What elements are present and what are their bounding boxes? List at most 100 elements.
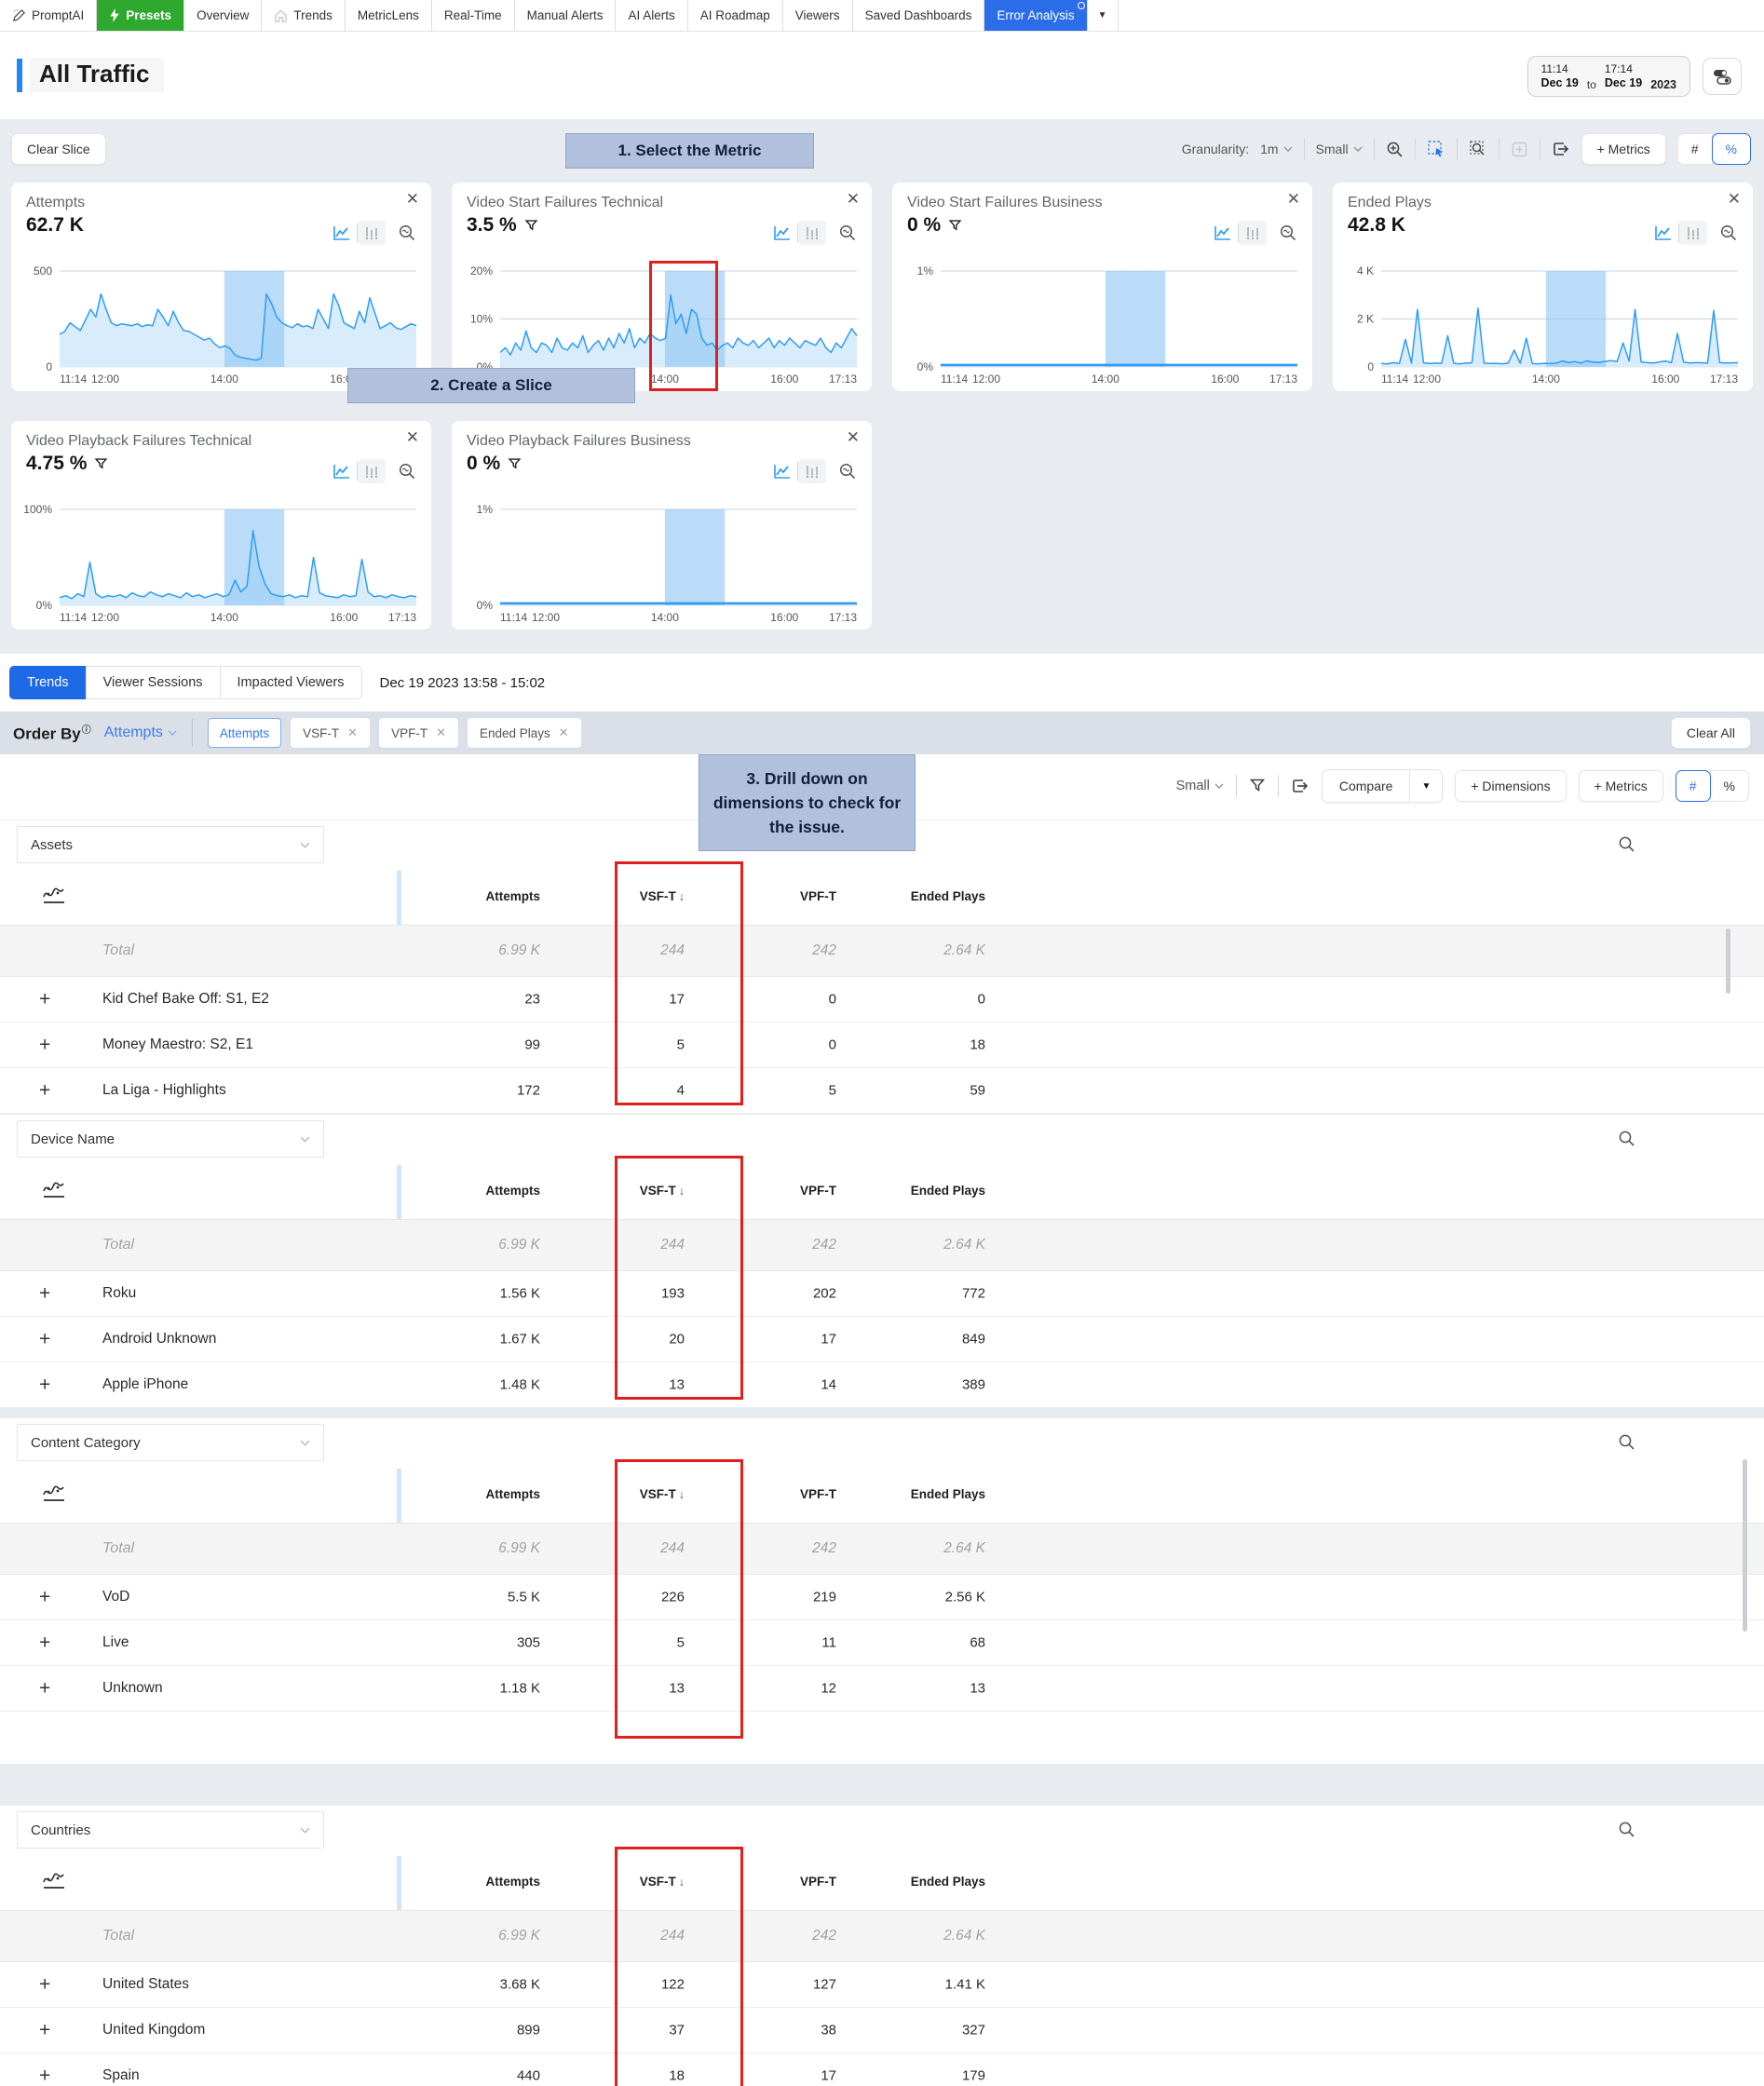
scrollbar-thumb[interactable] (1726, 928, 1730, 994)
nav-tab-promptai[interactable]: PromptAI (0, 0, 98, 31)
table-row-spain[interactable]: + Spain 440 18 17 179 (0, 2053, 1764, 2086)
line-chart-icon[interactable] (1208, 221, 1238, 245)
filter-icon[interactable] (1249, 778, 1266, 794)
zoom-metric-icon[interactable] (392, 220, 422, 246)
trend-lines-icon[interactable] (41, 1178, 67, 1205)
column-header-vsf-t[interactable]: VSF-T ↓ (639, 1184, 685, 1198)
settings-toggles-button[interactable] (1703, 58, 1742, 95)
dimension-select[interactable]: Assets (17, 826, 324, 863)
column-header-ended-plays[interactable]: Ended Plays (910, 1487, 985, 1501)
table-row-vod[interactable]: + VoD 5.5 K 226 219 2.56 K (0, 1575, 1764, 1620)
column-header-ended-plays[interactable]: Ended Plays (910, 1184, 985, 1198)
compare-button[interactable]: Compare ▼ (1321, 769, 1444, 803)
metric-chip-vsf-t[interactable]: VSF-T ✕ (291, 718, 371, 748)
table-row-android-unknown[interactable]: + Android Unknown 1.67 K 20 17 849 (0, 1317, 1764, 1362)
column-header-attempts[interactable]: Attempts (485, 1487, 540, 1501)
bar-chart-icon[interactable] (798, 459, 826, 483)
view-tab-trends[interactable]: Trends (9, 666, 87, 699)
scrollbar-thumb[interactable] (1743, 1459, 1747, 1632)
table-row-la-liga-highlights[interactable]: + La Liga - Highlights 172 4 5 59 (0, 1068, 1764, 1114)
filter-icon[interactable] (94, 457, 108, 471)
table-row-live[interactable]: + Live 305 5 11 68 (0, 1620, 1764, 1666)
line-chart-icon[interactable] (767, 221, 797, 245)
clear-slice-button[interactable]: Clear Slice (11, 133, 106, 165)
percent-toggle-button[interactable]: % (1711, 133, 1751, 165)
close-icon[interactable]: ✕ (1286, 190, 1300, 208)
close-icon[interactable]: ✕ (1727, 190, 1741, 208)
metric-sparkline[interactable]: 1% 0% 11:14 12:00 14:00 16:00 17:13 (898, 263, 1307, 387)
nav-tab-overview[interactable]: Overview (184, 0, 263, 31)
bar-chart-icon[interactable] (798, 221, 826, 245)
expand-plus-icon[interactable]: + (39, 2065, 51, 2086)
add-metrics-button[interactable]: + Metrics (1578, 770, 1663, 802)
line-chart-icon[interactable] (1649, 221, 1678, 245)
metric-chip-attempts[interactable]: Attempts (207, 718, 282, 748)
zoom-metric-icon[interactable] (1273, 220, 1303, 246)
metric-chip-vpf-t[interactable]: VPF-T ✕ (379, 718, 458, 748)
number-toggle-button[interactable]: # (1675, 770, 1711, 802)
metric-sparkline[interactable]: 100% 0% 11:14 12:00 14:00 16:00 17:13 (17, 501, 426, 626)
nav-tab-presets[interactable]: Presets (97, 0, 185, 31)
line-chart-icon[interactable] (327, 221, 357, 245)
select-region-icon[interactable] (1427, 140, 1445, 158)
trend-lines-icon[interactable] (41, 1482, 67, 1509)
zoom-metric-icon[interactable] (833, 458, 862, 484)
table-row-apple-iphone[interactable]: + Apple iPhone 1.48 K 13 14 389 (0, 1362, 1764, 1408)
column-header-vpf-t[interactable]: VPF-T (800, 1487, 836, 1501)
nav-tab-ai-roadmap[interactable]: AI Roadmap (688, 0, 783, 31)
zoom-select-icon[interactable] (1469, 140, 1487, 158)
expand-plus-icon[interactable]: + (39, 1034, 51, 1056)
nav-tab-manual-alerts[interactable]: Manual Alerts (515, 0, 617, 31)
expand-plus-icon[interactable]: + (39, 1586, 51, 1608)
expand-plus-icon[interactable]: + (39, 988, 51, 1010)
percent-toggle-button[interactable]: % (1709, 770, 1749, 802)
column-header-vpf-t[interactable]: VPF-T (800, 1184, 836, 1198)
expand-plus-icon[interactable]: + (39, 1079, 51, 1102)
table-row-united-states[interactable]: + United States 3.68 K 122 127 1.41 K (0, 1962, 1764, 2008)
metric-chip-ended-plays[interactable]: Ended Plays ✕ (467, 718, 581, 748)
search-icon[interactable] (1618, 1821, 1635, 1843)
expand-plus-icon[interactable]: + (39, 1632, 51, 1654)
nav-tab-error-analysis[interactable]: Error Analysis (984, 0, 1088, 31)
table-size-select[interactable]: Small (1176, 779, 1224, 793)
column-header-attempts[interactable]: Attempts (485, 1875, 540, 1889)
bar-chart-icon[interactable] (1679, 221, 1707, 245)
line-chart-icon[interactable] (327, 459, 357, 483)
export-icon[interactable] (1291, 777, 1309, 795)
zoom-metric-icon[interactable] (1714, 220, 1744, 246)
expand-plus-icon[interactable]: + (39, 1374, 51, 1396)
nav-tab-trends[interactable]: Trends (262, 0, 346, 31)
column-header-attempts[interactable]: Attempts (485, 1184, 540, 1198)
table-row-kid-chef-bake-off-s1-e2[interactable]: + Kid Chef Bake Off: S1, E2 23 17 0 0 (0, 977, 1764, 1023)
column-header-vsf-t[interactable]: VSF-T ↓ (639, 1875, 685, 1889)
nav-tab-real-time[interactable]: Real-Time (432, 0, 515, 31)
expand-plus-icon[interactable]: + (39, 1677, 51, 1700)
export-icon[interactable] (1552, 140, 1570, 158)
remove-chip-icon[interactable]: ✕ (347, 725, 359, 739)
nav-tab-metriclens[interactable]: MetricLens (346, 0, 432, 31)
metric-sparkline[interactable]: 1% 0% 11:14 12:00 14:00 16:00 17:13 (457, 501, 866, 626)
column-header-vpf-t[interactable]: VPF-T (800, 889, 836, 903)
search-icon[interactable] (1618, 835, 1635, 858)
dimension-select[interactable]: Device Name (17, 1120, 324, 1158)
close-icon[interactable]: ✕ (846, 190, 860, 208)
column-header-vsf-t[interactable]: VSF-T ↓ (639, 1487, 685, 1501)
expand-plus-icon[interactable]: + (39, 1282, 51, 1305)
dimension-select[interactable]: Content Category (17, 1424, 324, 1461)
close-icon[interactable]: ✕ (405, 190, 419, 208)
filter-icon[interactable] (508, 457, 522, 471)
table-row-united-kingdom[interactable]: + United Kingdom 899 37 38 327 (0, 2008, 1764, 2053)
zoom-in-icon[interactable] (1386, 141, 1404, 158)
granularity-select[interactable]: 1m (1260, 142, 1293, 156)
nav-tab-dropdown-caret[interactable]: ▼ (1088, 0, 1119, 31)
expand-plus-icon[interactable]: + (39, 2019, 51, 2041)
column-header-ended-plays[interactable]: Ended Plays (910, 889, 985, 903)
column-header-vsf-t[interactable]: VSF-T ↓ (639, 889, 685, 903)
add-metrics-button[interactable]: + Metrics (1581, 133, 1666, 165)
compare-dropdown[interactable]: ▼ (1409, 770, 1442, 802)
nav-tab-viewers[interactable]: Viewers (783, 0, 853, 31)
order-by-select[interactable]: Attempts (104, 725, 177, 741)
column-header-attempts[interactable]: Attempts (485, 889, 540, 903)
remove-chip-icon[interactable]: ✕ (436, 725, 446, 739)
